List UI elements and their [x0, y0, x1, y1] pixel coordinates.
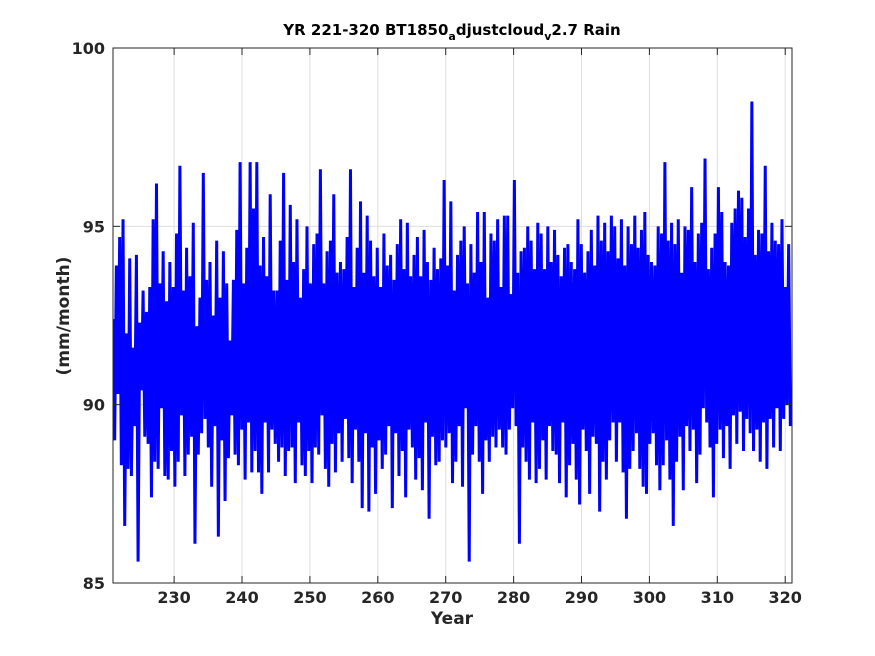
title-part-3: 2.7 Rain [551, 21, 620, 39]
chart-title: YR 221-320 BT1850adjustcloudv2.7 Rain [282, 21, 620, 43]
y-tick-label: 95 [83, 217, 105, 236]
title-part-1: YR 221-320 BT1850 [282, 21, 448, 39]
x-tick-label: 250 [293, 588, 326, 607]
x-tick-label: 270 [429, 588, 462, 607]
x-tick-label: 230 [157, 588, 190, 607]
axis-ticks [113, 47, 792, 584]
x-tick-label: 240 [225, 588, 258, 607]
title-subscript-1: a [448, 30, 455, 43]
y-tick-labels: 85 90 95 100 [72, 39, 105, 593]
x-axis-label: Year [430, 609, 474, 629]
x-tick-label: 260 [361, 588, 394, 607]
x-tick-label: 300 [633, 588, 666, 607]
x-tick-label: 320 [769, 588, 802, 607]
plot-frame [112, 47, 793, 584]
y-tick-label: 90 [83, 396, 105, 415]
title-subscript-2: v [544, 30, 552, 43]
x-tick-label: 290 [565, 588, 598, 607]
rain-series-line [113, 101, 792, 562]
plot-clip [113, 101, 792, 562]
y-tick-label: 85 [83, 574, 105, 593]
y-tick-label: 100 [72, 39, 105, 58]
y-axis-label: (mm/month) [54, 257, 74, 376]
title-part-2: djustcloud [456, 21, 544, 39]
x-tick-label: 280 [497, 588, 530, 607]
x-tick-labels: 230 240 250 260 270 280 290 300 310 320 [157, 588, 802, 607]
x-tick-label: 310 [701, 588, 734, 607]
